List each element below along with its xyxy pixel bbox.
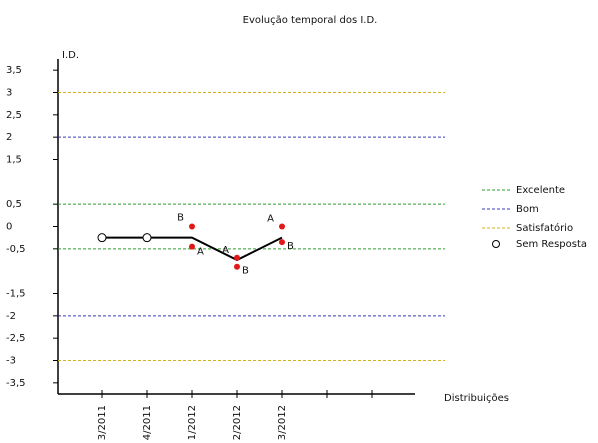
point	[279, 239, 285, 246]
legend-marker	[492, 240, 500, 248]
y-tick-label: -1,5	[6, 289, 26, 300]
point	[189, 223, 195, 230]
point-label: B	[177, 213, 184, 224]
y-tick-label: -2,5	[6, 333, 26, 344]
point	[279, 223, 285, 230]
point	[189, 243, 195, 250]
y-tick-label: 0,5	[6, 199, 22, 210]
no-response-marker	[142, 233, 152, 243]
y-tick-label: 0	[6, 222, 12, 233]
point-label: B	[242, 266, 249, 277]
legend-label: Satisfatório	[516, 222, 573, 234]
y-tick-label: -3	[6, 356, 16, 367]
y-tick-label: 3,5	[6, 65, 22, 76]
x-tick-label: 4/2011	[142, 405, 153, 440]
y-tick-label: 2	[6, 132, 12, 143]
legend-label: Bom	[516, 204, 539, 215]
chart-title: Evolução temporal dos I.D.	[243, 15, 378, 26]
y-axis-label: I.D.	[62, 50, 79, 61]
point-label: A	[197, 247, 204, 258]
point-label: B	[287, 241, 294, 252]
legend-label: Excelente	[516, 185, 565, 196]
point	[234, 263, 240, 270]
series-line	[102, 236, 283, 262]
point-label: A	[267, 214, 274, 225]
y-tick-label: 3	[6, 88, 12, 99]
no-response-marker	[97, 233, 107, 243]
x-tick-label: 3/2011	[97, 405, 108, 440]
x-tick-label: 3/2012	[277, 405, 288, 440]
legend-label: Sem Resposta	[516, 239, 587, 250]
x-tick-label: 1/2012	[187, 405, 198, 440]
point	[234, 254, 240, 261]
y-tick-label: 2,5	[6, 110, 22, 121]
point-label: A	[222, 245, 229, 256]
y-tick-label: 1,5	[6, 155, 22, 166]
x-axis-label: Distribuições	[444, 393, 509, 404]
y-tick-label: -0,5	[6, 244, 26, 255]
y-tick-label: -2	[6, 311, 16, 322]
y-tick-label: -3,5	[6, 378, 26, 389]
x-tick-label: 2/2012	[232, 405, 243, 440]
